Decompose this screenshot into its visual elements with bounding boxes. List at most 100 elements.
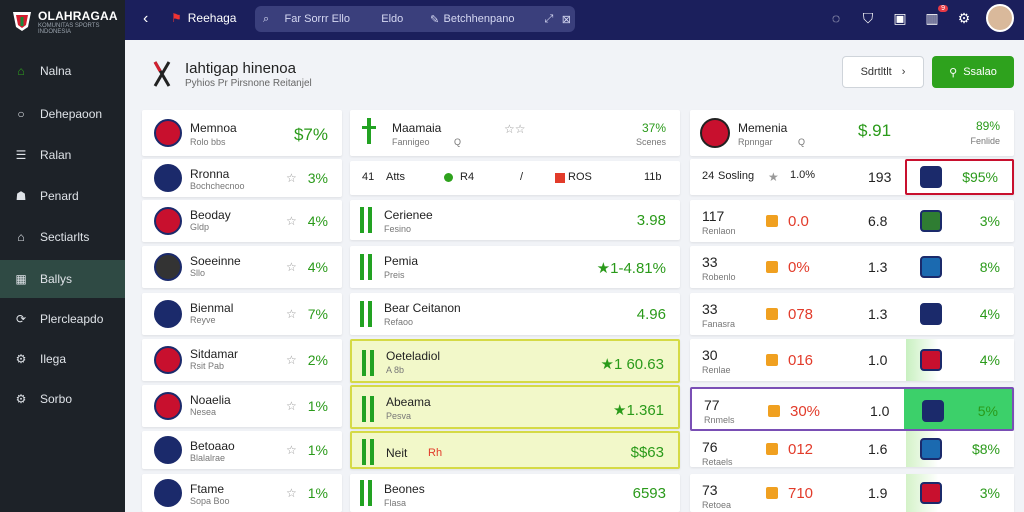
match-row[interactable]: Cerienee Fesino 3.98 xyxy=(350,200,680,240)
stat-c: 012 xyxy=(788,441,814,458)
close-icon[interactable]: ⊠ xyxy=(561,13,571,26)
match-row[interactable]: Pemia Preis ★1-4.81% xyxy=(350,246,680,288)
team-sub: Sopa Boo xyxy=(190,496,230,506)
sidebar-item[interactable]: ▦ Ballys xyxy=(0,260,125,298)
sidebar-item[interactable]: ⌂ Nalna xyxy=(0,52,125,90)
team-card[interactable]: Soeeinne Sllo ☆ 4% xyxy=(142,246,342,288)
brand-name: OLAHRAGAA xyxy=(38,9,118,23)
back-button[interactable]: ‹ xyxy=(143,10,149,27)
team-card[interactable]: Beoday Gldp ☆ 4% xyxy=(142,200,342,242)
sidebar-item-label: Dehepaoon xyxy=(40,107,103,121)
team-value: 1% xyxy=(307,485,328,501)
stat-a: 76 xyxy=(702,439,718,455)
team-card[interactable]: Sitdamar Rsit Pab ☆ 2% xyxy=(142,339,342,381)
team-header-sub2: Q xyxy=(798,137,806,147)
team-name: Betoaao xyxy=(190,439,235,453)
team-card[interactable]: Noaelia Nesea ☆ 1% xyxy=(142,385,342,427)
stat-c: 0.0 xyxy=(788,213,809,230)
team-card[interactable]: Ftame Sopa Boo ☆ 1% xyxy=(142,474,342,512)
team-value: 1% xyxy=(307,398,328,414)
notification-badge: 9 xyxy=(938,5,948,12)
star-icon[interactable]: ☆ xyxy=(286,307,297,321)
match-row[interactable]: Neit Rh $$63 xyxy=(350,431,680,469)
match-row[interactable]: Oeteladiol A 8b ★1 60.63 xyxy=(350,339,680,383)
star-icon[interactable]: ☆ xyxy=(286,443,297,457)
secondary-button-label: Sdrtltlt xyxy=(860,66,892,78)
stat-row[interactable]: 24 Sosling ★ 1.0% 193 $95% xyxy=(690,159,1014,195)
filter-select[interactable]: Betchhenpano xyxy=(443,13,515,25)
stat-row[interactable]: 77 Rnmels 30% 1.0 5% xyxy=(690,387,1014,431)
settings-icon: ⚙ xyxy=(15,392,27,406)
shield-icon[interactable]: ⛉ xyxy=(862,9,874,26)
brand-tagline: KOMUNITAS SPORTS INDONESIA xyxy=(38,23,100,35)
star-icon[interactable]: ☆ xyxy=(286,399,297,413)
sidebar-item[interactable]: ○ Dehepaoon xyxy=(0,95,125,133)
square-icon[interactable]: ▣ xyxy=(893,9,907,26)
stat-row[interactable]: 33 Fanasra 078 1.3 4% xyxy=(690,293,1014,335)
match-row-sub: A 8b xyxy=(386,365,405,375)
team-card[interactable]: Bienmal Reyve ☆ 7% xyxy=(142,293,342,335)
stat-e: $8% xyxy=(971,441,1000,457)
flag-selector[interactable]: ⚑ Reehaga xyxy=(171,11,236,25)
match-row[interactable]: Abeama Pesva ★1.361 xyxy=(350,385,680,429)
match-row[interactable]: Bear Ceitanon Refaoo 4.96 xyxy=(350,293,680,335)
stat-row[interactable]: 73 Retoea 710 1.9 3% xyxy=(690,474,1014,512)
stat-sub: Renlaon xyxy=(702,226,736,236)
stat-sub: Retaels xyxy=(702,457,733,467)
star-icon[interactable]: ☆ xyxy=(286,486,297,500)
stat-e: 3% xyxy=(979,485,1000,501)
sidebar-item[interactable]: ⟳ Plercleapdo xyxy=(0,300,125,338)
sidebar-item[interactable]: ⌂ Sectiarlts xyxy=(0,218,125,256)
stat-e: 4% xyxy=(979,306,1000,322)
star-icon[interactable]: ★ xyxy=(768,170,779,184)
stat-row[interactable]: 33 Robenlo 0% 1.3 8% xyxy=(690,246,1014,288)
match-row-sub: Flasa xyxy=(384,498,407,508)
team-card[interactable]: Betoaao Blalalrae ☆ 1% xyxy=(142,431,342,469)
stats-icon[interactable]: ▥ 9 xyxy=(922,5,948,28)
match-row-name: Beones xyxy=(384,482,425,496)
stat-row[interactable]: 76 Retaels 012 1.6 $8% xyxy=(690,431,1014,467)
stat-row[interactable]: 30 Renlae 016 1.0 4% xyxy=(690,339,1014,381)
settings-icon[interactable]: ⚙ xyxy=(957,9,971,26)
search-bar[interactable]: ⌕ Far Sorrr Ello Eldo ✎ Betchhenpano ⤢ ⊠ xyxy=(255,6,575,32)
star-icon[interactable]: ☆☆ xyxy=(504,122,526,136)
stat-d: 1.3 xyxy=(868,306,888,322)
star-icon[interactable]: ☆ xyxy=(286,260,297,274)
match-row-sub: Fesino xyxy=(384,224,412,234)
search-input[interactable]: Far Sorrr Ello xyxy=(284,13,350,25)
search-circle-icon[interactable]: ◌ xyxy=(831,10,841,26)
stat-row[interactable]: 117 Renlaon 0.0 6.8 3% xyxy=(690,200,1014,242)
pen-icon[interactable]: ✎ xyxy=(429,13,440,26)
team-header-name: Memenia xyxy=(738,121,788,135)
team-card[interactable]: Memnoa Rolo bbs $7% xyxy=(142,110,342,156)
star-icon[interactable]: ☆ xyxy=(286,171,297,185)
stats-value: Atts xyxy=(386,171,405,183)
brand[interactable]: OLAHRAGAA KOMUNITAS SPORTS INDONESIA xyxy=(10,6,120,36)
match-row[interactable]: Beones Flasa 6593 xyxy=(350,474,680,512)
sidebar-item[interactable]: ⚙ Sorbo xyxy=(0,380,125,418)
avatar[interactable] xyxy=(986,4,1014,32)
page-subtitle: Pyhios Pr Pirsnone Reitanjel xyxy=(185,78,312,89)
primary-button[interactable]: ⚲ Ssalao xyxy=(932,56,1014,88)
secondary-button[interactable]: Sdrtltlt › xyxy=(842,56,924,88)
team-badge-icon xyxy=(154,479,182,507)
star-icon[interactable]: ☆ xyxy=(286,353,297,367)
match-value-sub: Scenes xyxy=(635,137,666,147)
club-badge-icon xyxy=(920,303,942,325)
circle-icon: ○ xyxy=(17,107,25,121)
expand-icon[interactable]: ⤢ xyxy=(544,12,554,25)
stats-row[interactable]: 41 Atts R4 / ROS 11b xyxy=(350,161,680,195)
match-row-name: Neit xyxy=(386,446,408,460)
bars-icon xyxy=(360,301,374,327)
list-icon: ☰ xyxy=(15,148,27,162)
sidebar-item-label: Penard xyxy=(40,189,79,203)
sidebar-item[interactable]: ☗ Penard xyxy=(0,177,125,215)
team-card[interactable]: Rronna Bochchecnoo ☆ 3% xyxy=(142,159,342,197)
star-icon[interactable]: ☆ xyxy=(286,214,297,228)
sidebar-item[interactable]: ⚙ Ilega xyxy=(0,340,125,378)
stat-sub: Fanasra xyxy=(702,319,736,329)
match-row-name: Oeteladiol xyxy=(386,349,441,363)
match-header-card[interactable]: Maamaia Fannigeo Q ☆☆ 37% Scenes xyxy=(350,110,680,156)
sidebar-item[interactable]: ☰ Ralan xyxy=(0,136,125,174)
team-header-card[interactable]: Memenia Rpnngar Q $.91 89% Fenlide xyxy=(690,110,1014,156)
